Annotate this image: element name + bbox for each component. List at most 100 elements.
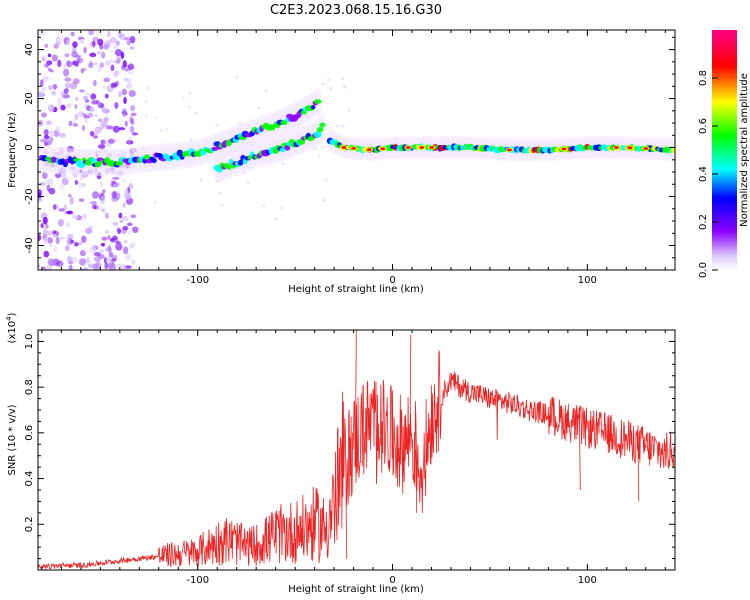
noise-blob [341,124,345,128]
noise-blob [94,113,99,118]
noise-blob [52,83,57,90]
track-core [237,159,244,166]
noise-blob [80,217,88,222]
noise-blob [38,263,41,269]
noise-blob [39,31,46,35]
x-tick-label: 0 [389,275,395,286]
noise-blob [127,63,135,70]
noise-blob [62,68,70,77]
noise-blob [109,37,117,44]
noise-blob [99,62,105,68]
noise-blob [121,216,130,222]
noise-blob [92,204,98,210]
noise-blob [40,112,47,118]
noise-blob [96,51,101,55]
noise-blob [114,236,119,244]
noise-blob [71,50,78,58]
noise-blob [57,36,64,42]
noise-blob [47,104,55,112]
noise-blob [53,43,59,49]
snr-plot-area [38,330,675,570]
y-tick-label: 1.0 [24,333,35,349]
spectrogram-frame [37,29,676,271]
track-core [199,150,207,156]
noise-blob [59,184,65,190]
noise-blob [97,38,104,46]
spectral-track-2 [213,113,327,184]
snr-y-exponent-power: 4 [5,316,13,321]
x-tick-label: 100 [578,275,597,286]
noise-blob [87,112,94,118]
noise-blob [57,97,62,106]
noise-blob [98,118,103,123]
hotspot-core [627,146,633,150]
noise-blob [119,33,126,41]
noise-blob [41,87,46,92]
noise-blob [111,191,117,199]
noise-blob [89,200,98,205]
noise-blob [49,130,55,137]
spectrogram-plot-area [38,30,675,270]
noise-blob [73,78,80,85]
noise-blob [100,196,106,204]
y-tick-label: 0.2 [24,516,35,532]
noise-blob [40,138,48,143]
noise-blob [72,60,76,66]
noise-blob [257,106,261,110]
noise-blob [122,179,127,183]
noise-blob [66,256,73,263]
noise-blob [38,92,43,97]
noise-blob [324,179,328,183]
noise-blob [112,221,119,226]
noise-blob [57,59,62,68]
noise-blob [82,214,87,219]
y-tick-label: 20 [24,92,35,105]
noise-blob [110,64,115,72]
noise-blob [118,127,126,131]
y-tick-label: 40 [24,43,35,56]
noise-blob [220,203,224,207]
noise-blob [92,36,99,42]
noise-blob [122,108,127,115]
noise-blob [89,130,95,137]
noise-blob [110,180,114,188]
noise-blob [107,138,115,144]
colorbar-tick-label: 0.0 [698,262,709,278]
noise-blob [117,264,123,268]
noise-blob [264,89,268,93]
noise-blob [45,137,52,144]
track-core [90,157,97,163]
spectrogram-y-axis-label: Frequency (Hz) [7,112,18,188]
noise-blob [128,182,134,190]
noise-blob [193,111,197,115]
noise-blob [78,198,85,202]
hotspot-core [405,146,411,149]
hotspot-core [428,146,434,149]
noise-blob [88,224,94,229]
noise-blob [97,101,102,108]
noise-blob [103,77,110,83]
noise-blob [84,117,89,124]
noise-blob [92,79,97,87]
noise-blob [109,58,115,64]
noise-blob [118,212,123,219]
noise-blob [127,136,132,145]
noise-blob [62,93,70,99]
noise-blob [116,58,121,64]
noise-blob [72,41,78,48]
y-tick-label: 0.6 [24,425,35,441]
noise-blob [70,256,78,263]
snr-y-exponent-base: (x10 [7,321,18,344]
noise-blob [274,217,278,221]
colorbar-gradient [712,30,737,270]
noise-blob [165,127,169,131]
track-hotspots [339,145,650,153]
noise-blob [199,178,203,182]
noise-blob [39,182,46,186]
noise-blob [91,100,99,105]
noise-blob [101,208,105,213]
noise-blob [45,224,49,229]
noise-blob [342,86,346,90]
noise-blob [84,99,90,103]
